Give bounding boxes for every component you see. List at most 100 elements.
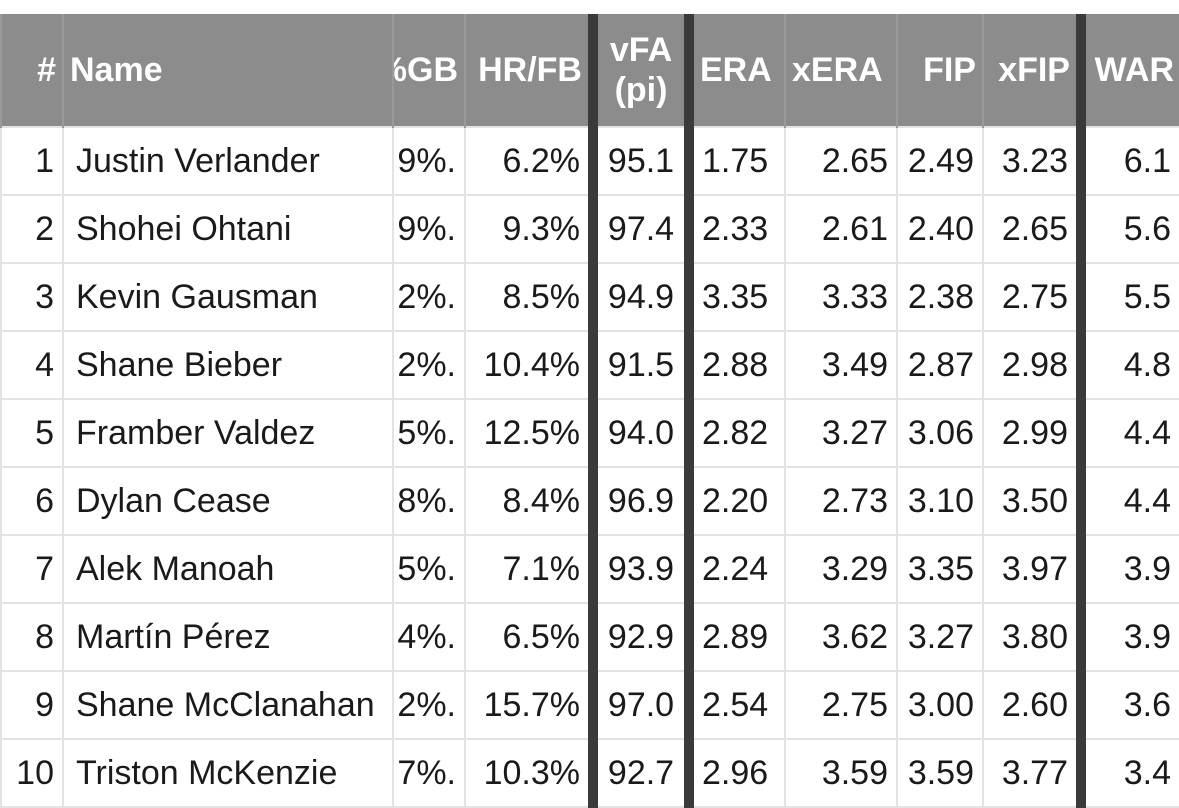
cell-player-name[interactable]: Dylan Cease: [62, 466, 394, 536]
table-header: # Name GB% HR/FB vFA (pi) ERA xERA FIP x…: [0, 14, 1179, 127]
header-hr-fb[interactable]: HR/FB: [464, 14, 598, 127]
cell-hr-fb: 10.4%: [464, 330, 598, 400]
cell-era: 1.75: [688, 126, 786, 196]
cell-war: 3.4: [1080, 738, 1179, 808]
header-xfip[interactable]: xFIP: [982, 14, 1086, 127]
cell-player-name[interactable]: Shane McClanahan: [62, 670, 394, 740]
cell-player-name[interactable]: Framber Valdez: [62, 398, 394, 468]
cell-xera: 3.33: [784, 262, 898, 332]
cell-xfip: 2.65: [982, 194, 1086, 264]
cell-war: 3.6: [1080, 670, 1179, 740]
cell-player-name[interactable]: Alek Manoah: [62, 534, 394, 604]
cell-era: 2.33: [688, 194, 786, 264]
cell-xfip: 3.23: [982, 126, 1086, 196]
header-name[interactable]: Name: [62, 14, 393, 127]
cell-era: 2.20: [688, 466, 786, 536]
cell-player-name[interactable]: Justin Verlander: [62, 126, 394, 196]
cell-fip: 3.10: [896, 466, 984, 536]
cell-vfa: 92.9: [592, 602, 694, 672]
cell-gb-pct: .5%: [392, 398, 466, 468]
table-row[interactable]: 7 Alek Manoah .5% 7.1% 93.9 2.24 3.29 3.35 3.97 3…: [0, 534, 1179, 604]
cell-war: 3.9: [1080, 602, 1179, 672]
cell-war: 4.8: [1080, 330, 1179, 400]
header-gb-pct[interactable]: GB%: [392, 14, 465, 127]
cell-gb-pct: .2%: [392, 330, 466, 400]
cell-xera: 2.75: [784, 670, 898, 740]
cell-player-name[interactable]: Kevin Gausman: [62, 262, 394, 332]
cell-war: 5.5: [1080, 262, 1179, 332]
cell-fip: 3.00: [896, 670, 984, 740]
cell-xera: 2.61: [784, 194, 898, 264]
cell-player-name[interactable]: Shane Bieber: [62, 330, 394, 400]
header-xera[interactable]: xERA: [784, 14, 897, 127]
table-row[interactable]: 10 Triston McKenzie .7% 10.3% 92.7 2.96 3.59 3.…: [0, 738, 1179, 808]
cell-xfip: 2.75: [982, 262, 1086, 332]
table-row[interactable]: 8 Martín Pérez .4% 6.5% 92.9 2.89 3.62 3.27 3.80…: [0, 602, 1179, 672]
header-rank[interactable]: #: [0, 14, 63, 127]
cell-vfa: 92.7: [592, 738, 694, 808]
cell-era: 2.82: [688, 398, 786, 468]
cell-era: 2.96: [688, 738, 786, 808]
cell-gb-pct: .2%: [392, 670, 466, 740]
cell-era: 2.89: [688, 602, 786, 672]
cell-xfip: 2.99: [982, 398, 1086, 468]
cell-war: 3.9: [1080, 534, 1179, 604]
cell-hr-fb: 10.3%: [464, 738, 598, 808]
header-vfa-line2: (pi): [614, 71, 668, 109]
cell-xera: 3.59: [784, 738, 898, 808]
header-era[interactable]: ERA: [688, 14, 785, 127]
header-fip[interactable]: FIP: [896, 14, 983, 127]
cell-rank: 9: [0, 670, 64, 740]
cell-xera: 3.27: [784, 398, 898, 468]
table-row[interactable]: 2 Shohei Ohtani .9% 9.3% 97.4 2.33 2.61 2.40 2.6…: [0, 194, 1179, 264]
cell-gb-pct: .7%: [392, 738, 466, 808]
cell-era: 2.24: [688, 534, 786, 604]
cell-xera: 3.62: [784, 602, 898, 672]
table-row[interactable]: 5 Framber Valdez .5% 12.5% 94.0 2.82 3.27 3.06 2…: [0, 398, 1179, 468]
cell-hr-fb: 8.5%: [464, 262, 598, 332]
cell-vfa: 97.0: [592, 670, 694, 740]
cell-rank: 2: [0, 194, 64, 264]
cell-hr-fb: 6.5%: [464, 602, 598, 672]
table-row[interactable]: 6 Dylan Cease .8% 8.4% 96.9 2.20 2.73 3.10 3.50 4…: [0, 466, 1179, 536]
cell-war: 6.1: [1080, 126, 1179, 196]
cell-war: 4.4: [1080, 398, 1179, 468]
table-row[interactable]: 3 Kevin Gausman .2% 8.5% 94.9 3.35 3.33 2.38 2.7…: [0, 262, 1179, 332]
cell-fip: 2.87: [896, 330, 984, 400]
table-row[interactable]: 9 Shane McClanahan .2% 15.7% 97.0 2.54 2.75 3.0…: [0, 670, 1179, 740]
cell-rank: 6: [0, 466, 64, 536]
cell-player-name[interactable]: Triston McKenzie: [62, 738, 394, 808]
cell-player-name[interactable]: Martín Pérez: [62, 602, 394, 672]
cell-rank: 8: [0, 602, 64, 672]
cell-player-name[interactable]: Shohei Ohtani: [62, 194, 394, 264]
cell-xfip: 3.77: [982, 738, 1086, 808]
cell-war: 4.4: [1080, 466, 1179, 536]
cell-gb-pct: .2%: [392, 262, 466, 332]
cell-hr-fb: 8.4%: [464, 466, 598, 536]
cell-hr-fb: 9.3%: [464, 194, 598, 264]
cell-gb-pct: .4%: [392, 602, 466, 672]
cell-era: 3.35: [688, 262, 786, 332]
cell-rank: 10: [0, 738, 64, 808]
cell-xera: 2.73: [784, 466, 898, 536]
table-row[interactable]: 4 Shane Bieber .2% 10.4% 91.5 2.88 3.49 2.87 2.9…: [0, 330, 1179, 400]
cell-fip: 3.35: [896, 534, 984, 604]
cell-gb-pct: .9%: [392, 194, 466, 264]
cell-fip: 3.06: [896, 398, 984, 468]
header-vfa-pi[interactable]: vFA (pi): [592, 14, 694, 127]
table-row[interactable]: 1 Justin Verlander .9% 6.2% 95.1 1.75 2.65 2.49…: [0, 126, 1179, 196]
cell-war: 5.6: [1080, 194, 1179, 264]
header-war[interactable]: WAR: [1080, 14, 1179, 127]
cell-xera: 2.65: [784, 126, 898, 196]
pitcher-leaderboard-table: # Name GB% HR/FB vFA (pi) ERA xERA FIP x…: [0, 14, 1179, 808]
cell-vfa: 93.9: [592, 534, 694, 604]
cell-xera: 3.29: [784, 534, 898, 604]
cell-fip: 3.27: [896, 602, 984, 672]
cell-rank: 3: [0, 262, 64, 332]
cell-vfa: 94.0: [592, 398, 694, 468]
cell-xera: 3.49: [784, 330, 898, 400]
cell-rank: 5: [0, 398, 64, 468]
cell-xfip: 3.80: [982, 602, 1086, 672]
cell-gb-pct: .9%: [392, 126, 466, 196]
cell-xfip: 3.50: [982, 466, 1086, 536]
